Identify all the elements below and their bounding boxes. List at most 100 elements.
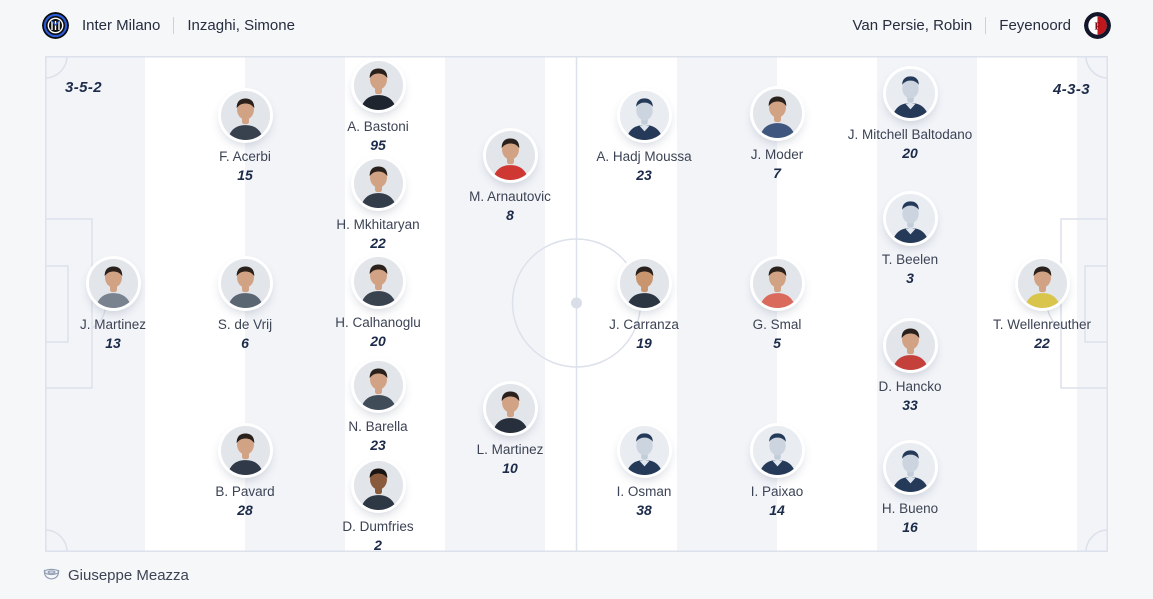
player-number: 95	[370, 136, 386, 153]
player-number: 13	[105, 334, 121, 351]
player-number: 5	[773, 334, 781, 351]
player-name: A. Bastoni	[347, 118, 409, 134]
inter-milano-crest-icon	[42, 11, 69, 39]
player[interactable]: J. Carranza 19	[559, 258, 729, 351]
player-number: 20	[902, 144, 918, 161]
player-number: 15	[237, 166, 253, 183]
header: Inter Milano Inzaghi, Simone Van Persie,…	[0, 0, 1153, 50]
player-avatar	[885, 193, 935, 243]
away-coach-name: Van Persie, Robin	[852, 16, 973, 34]
player[interactable]: F. Acerbi 15	[160, 90, 330, 183]
feyenoord-crest-icon: F	[1084, 11, 1111, 39]
player-avatar	[619, 425, 669, 475]
player-avatar	[619, 258, 669, 308]
player[interactable]: B. Pavard 28	[160, 425, 330, 518]
venue-bar: Giuseppe Meazza	[42, 564, 189, 587]
player-name: I. Osman	[616, 483, 672, 499]
player-number: 8	[506, 206, 514, 223]
player-avatar	[885, 320, 935, 370]
player[interactable]: J. Martinez 13	[28, 258, 198, 351]
pitch-stripes-away	[576, 56, 1108, 552]
player-name: T. Beelen	[881, 251, 939, 267]
player-avatar	[220, 90, 270, 140]
player-name: G. Smal	[752, 316, 802, 332]
player-name: F. Acerbi	[219, 148, 271, 164]
pitch-stripes-home	[45, 56, 577, 552]
player-number: 23	[636, 166, 652, 183]
stadium-icon	[42, 564, 61, 587]
player-name: I. Paixao	[750, 483, 804, 499]
player[interactable]: J. Moder 7	[692, 88, 862, 181]
player-avatar	[752, 88, 802, 138]
away-formation-label: 4-3-3	[1052, 81, 1090, 98]
player-name: J. Mitchell Baltodano	[847, 126, 973, 142]
player-number: 20	[370, 332, 386, 349]
player[interactable]: T. Wellenreuther 22	[957, 258, 1127, 351]
player[interactable]: T. Beelen 3	[825, 193, 995, 286]
player-number: 33	[902, 396, 918, 413]
player-avatar	[752, 425, 802, 475]
player-avatar	[885, 68, 935, 118]
player[interactable]: S. de Vrij 6	[160, 258, 330, 351]
player-avatar	[353, 460, 403, 510]
player-name: J. Martinez	[79, 316, 147, 332]
player-name: D. Dumfries	[342, 518, 414, 534]
away-team-header[interactable]: Van Persie, Robin Feyenoord F	[852, 11, 1111, 39]
player-avatar	[485, 130, 535, 180]
home-team-header[interactable]: Inter Milano Inzaghi, Simone	[42, 11, 295, 39]
player-number: 7	[773, 164, 781, 181]
player-name: H. Bueno	[881, 500, 939, 516]
player[interactable]: A. Bastoni 95	[293, 60, 463, 153]
player-name: J. Moder	[750, 146, 804, 162]
player[interactable]: G. Smal 5	[692, 258, 862, 351]
player-avatar	[353, 360, 403, 410]
player[interactable]: H. Mkhitaryan 22	[293, 158, 463, 251]
player-number: 22	[1034, 334, 1050, 351]
player-name: M. Arnautovic	[469, 188, 551, 204]
player[interactable]: D. Hancko 33	[825, 320, 995, 413]
player-name: N. Barella	[348, 418, 408, 434]
player-name: J. Carranza	[609, 316, 679, 332]
player[interactable]: J. Mitchell Baltodano 20	[825, 68, 995, 161]
player-avatar	[485, 383, 535, 433]
player-name: B. Pavard	[215, 483, 275, 499]
player-avatar	[619, 90, 669, 140]
player-number: 3	[906, 269, 914, 286]
venue-name: Giuseppe Meazza	[68, 567, 189, 584]
player[interactable]: D. Dumfries 2	[293, 460, 463, 553]
player[interactable]: L. Martinez 10	[425, 383, 595, 476]
svg-text:F: F	[1094, 21, 1100, 32]
player-number: 6	[241, 334, 249, 351]
player-number: 10	[502, 459, 518, 476]
player[interactable]: M. Arnautovic 8	[425, 130, 595, 223]
player-name: H. Mkhitaryan	[336, 216, 420, 232]
player-name: A. Hadj Moussa	[596, 148, 692, 164]
home-team-name: Inter Milano	[82, 16, 161, 34]
player[interactable]: I. Paixao 14	[692, 425, 862, 518]
player-avatar	[1017, 258, 1067, 308]
player[interactable]: H. Calhanoglu 20	[293, 256, 463, 349]
player-avatar	[885, 442, 935, 492]
player-avatar	[353, 256, 403, 306]
player[interactable]: H. Bueno 16	[825, 442, 995, 535]
home-coach-name: Inzaghi, Simone	[187, 16, 295, 34]
player-number: 14	[769, 501, 785, 518]
player-avatar	[353, 60, 403, 110]
player-avatar	[88, 258, 138, 308]
player-number: 22	[370, 234, 386, 251]
player[interactable]: N. Barella 23	[293, 360, 463, 453]
pitch: 3-5-2 4-3-3 J. Martinez 13 F. Acerbi 15 …	[45, 56, 1108, 553]
player-name: T. Wellenreuther	[992, 316, 1092, 332]
player-avatar	[752, 258, 802, 308]
player-name: H. Calhanoglu	[335, 314, 421, 330]
player[interactable]: I. Osman 38	[559, 425, 729, 518]
player-avatar	[220, 425, 270, 475]
center-spot	[571, 297, 582, 309]
divider	[985, 16, 987, 34]
player-number: 28	[237, 501, 253, 518]
home-formation-label: 3-5-2	[65, 79, 103, 96]
player-number: 16	[902, 518, 918, 535]
player[interactable]: A. Hadj Moussa 23	[559, 90, 729, 183]
player-number: 23	[370, 436, 386, 453]
